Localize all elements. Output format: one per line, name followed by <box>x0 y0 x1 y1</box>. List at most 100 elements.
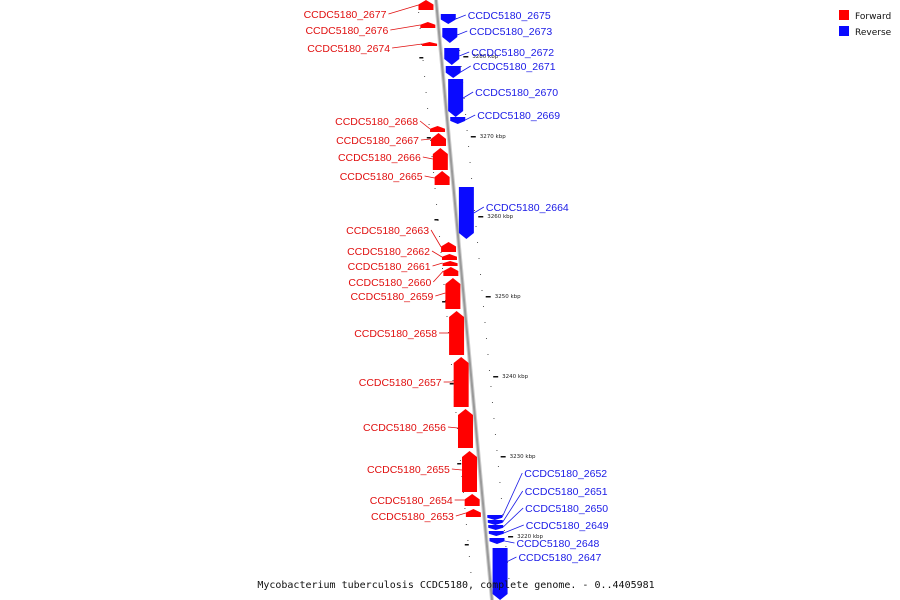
reverse-gene-label[interactable]: CCDC5180_2673 <box>469 26 552 38</box>
reverse-gene-shape[interactable] <box>442 28 458 43</box>
reverse-gene-shape[interactable] <box>489 538 505 544</box>
forward-gene-shape[interactable] <box>431 133 447 146</box>
major-tick <box>470 136 476 138</box>
genome-caption: Mycobacterium tuberculosis CCDC5180, com… <box>257 580 654 591</box>
forward-gene-shape[interactable] <box>449 311 465 355</box>
minor-tick-right <box>499 482 501 483</box>
forward-gene-label[interactable]: CCDC5180_2662 <box>347 246 430 258</box>
reverse-gene-label[interactable]: CCDC5180_2650 <box>525 503 608 515</box>
forward-gene-label[interactable]: CCDC5180_2677 <box>304 9 387 21</box>
reverse-gene-shape[interactable] <box>458 187 474 239</box>
forward-gene-label[interactable]: CCDC5180_2654 <box>370 495 453 507</box>
forward-gene-label[interactable]: CCDC5180_2659 <box>350 291 433 303</box>
reverse-gene-label[interactable]: CCDC5180_2675 <box>468 10 551 22</box>
forward-gene-label[interactable]: CCDC5180_2676 <box>305 25 388 37</box>
reverse-gene-shape[interactable] <box>487 515 503 520</box>
backbone-line <box>435 0 493 600</box>
reverse-gene-label[interactable]: CCDC5180_2670 <box>475 87 558 99</box>
forward-gene-label[interactable]: CCDC5180_2667 <box>336 135 419 147</box>
legend-reverse-label: Reverse <box>855 28 892 38</box>
forward-gene-shape[interactable] <box>430 126 446 132</box>
forward-gene-shape[interactable] <box>464 494 480 506</box>
minor-tick-left <box>462 492 464 493</box>
reverse-gene-shape[interactable] <box>488 525 504 530</box>
reverse-gene-label[interactable]: CCDC5180_2671 <box>473 61 556 73</box>
forward-gene-label[interactable]: CCDC5180_2668 <box>335 116 418 128</box>
legend: Forward Reverse <box>839 10 892 38</box>
forward-gene-shape[interactable] <box>420 22 436 28</box>
forward-leader-line <box>432 270 444 283</box>
minor-tick-right <box>466 130 468 131</box>
forward-gene-label[interactable]: CCDC5180_2663 <box>346 225 429 237</box>
minor-tick-right <box>481 290 483 291</box>
minor-tick-left <box>427 108 429 109</box>
minor-tick-right <box>460 66 462 67</box>
scale-ticks: 3280 kbp 3270 kbp 3260 kbp 3250 kbp 3240 kbp… <box>418 12 544 579</box>
forward-gene-shape[interactable] <box>434 171 450 185</box>
forward-leader-line <box>419 120 431 130</box>
minor-tick-right <box>503 530 505 531</box>
major-tick-left <box>419 57 424 59</box>
minor-tick-right <box>463 98 465 99</box>
reverse-gene-shape[interactable] <box>440 14 456 24</box>
reverse-gene-shape[interactable] <box>487 520 503 525</box>
minor-tick-right <box>471 178 473 179</box>
reverse-gene-shape[interactable] <box>445 66 461 78</box>
reverse-gene-shape[interactable] <box>450 117 466 124</box>
reverse-gene-shape[interactable] <box>448 79 464 117</box>
reverse-gene-label[interactable]: CCDC5180_2648 <box>516 538 599 550</box>
forward-gene-shape[interactable] <box>422 42 438 46</box>
reverse-gene-label[interactable]: CCDC5180_2647 <box>518 552 601 564</box>
forward-gene-label[interactable]: CCDC5180_2656 <box>363 422 446 434</box>
minor-tick-right <box>478 258 480 259</box>
reverse-gene-label[interactable]: CCDC5180_2669 <box>477 110 560 122</box>
forward-gene-shape[interactable] <box>418 0 434 10</box>
forward-gene-shape[interactable] <box>445 278 461 309</box>
minor-tick-left <box>470 572 472 573</box>
reverse-gene-label[interactable]: CCDC5180_2652 <box>524 468 607 480</box>
reverse-gene-label[interactable]: CCDC5180_2664 <box>486 202 569 214</box>
scale-tick-label: 3240 kbp <box>502 374 528 380</box>
forward-leader-line <box>432 262 443 267</box>
forward-gene-label[interactable]: CCDC5180_2665 <box>340 171 423 183</box>
minor-tick-right <box>508 578 510 579</box>
forward-gene-label[interactable]: CCDC5180_2660 <box>348 277 431 289</box>
minor-tick-right <box>496 450 498 451</box>
major-tick-left <box>464 544 469 546</box>
forward-leader-line <box>424 175 435 179</box>
reverse-leader-line <box>465 114 476 121</box>
reverse-gene-shape[interactable] <box>492 548 508 600</box>
minor-tick-left <box>443 284 445 285</box>
forward-gene-label[interactable]: CCDC5180_2655 <box>367 464 450 476</box>
forward-leader-line <box>390 24 421 31</box>
minor-tick-right <box>505 546 507 547</box>
forward-gene-shape[interactable] <box>465 509 481 517</box>
forward-gene-label[interactable]: CCDC5180_2674 <box>307 43 390 55</box>
minor-tick-left <box>452 380 454 381</box>
forward-gene-shape[interactable] <box>442 261 458 266</box>
forward-gene-shape[interactable] <box>462 451 478 492</box>
forward-gene-shape[interactable] <box>441 254 457 260</box>
forward-gene-shape[interactable] <box>441 242 457 252</box>
reverse-gene-shape[interactable] <box>488 531 504 536</box>
forward-leader-line <box>388 4 419 15</box>
forward-gene-label[interactable]: CCDC5180_2666 <box>338 152 421 164</box>
minor-tick-right <box>491 402 493 403</box>
forward-gene-shape[interactable] <box>457 409 473 448</box>
minor-tick-left <box>434 188 436 189</box>
reverse-gene-shape[interactable] <box>444 48 460 65</box>
reverse-gene-label[interactable]: CCDC5180_2672 <box>471 47 554 59</box>
forward-gene-label[interactable]: CCDC5180_2658 <box>354 328 437 340</box>
forward-gene-shape[interactable] <box>453 357 469 407</box>
forward-gene-label[interactable]: CCDC5180_2657 <box>359 377 442 389</box>
minor-tick-left <box>421 44 423 45</box>
forward-gene-label[interactable]: CCDC5180_2661 <box>348 261 431 273</box>
minor-tick-right <box>502 514 504 515</box>
minor-tick-right <box>485 338 487 339</box>
reverse-gene-label[interactable]: CCDC5180_2649 <box>526 520 609 532</box>
forward-gene-shape[interactable] <box>443 267 459 276</box>
forward-gene-label[interactable]: CCDC5180_2653 <box>371 511 454 523</box>
forward-gene-shape[interactable] <box>432 148 448 170</box>
reverse-gene-label[interactable]: CCDC5180_2651 <box>525 486 608 498</box>
minor-tick-left <box>422 60 424 61</box>
